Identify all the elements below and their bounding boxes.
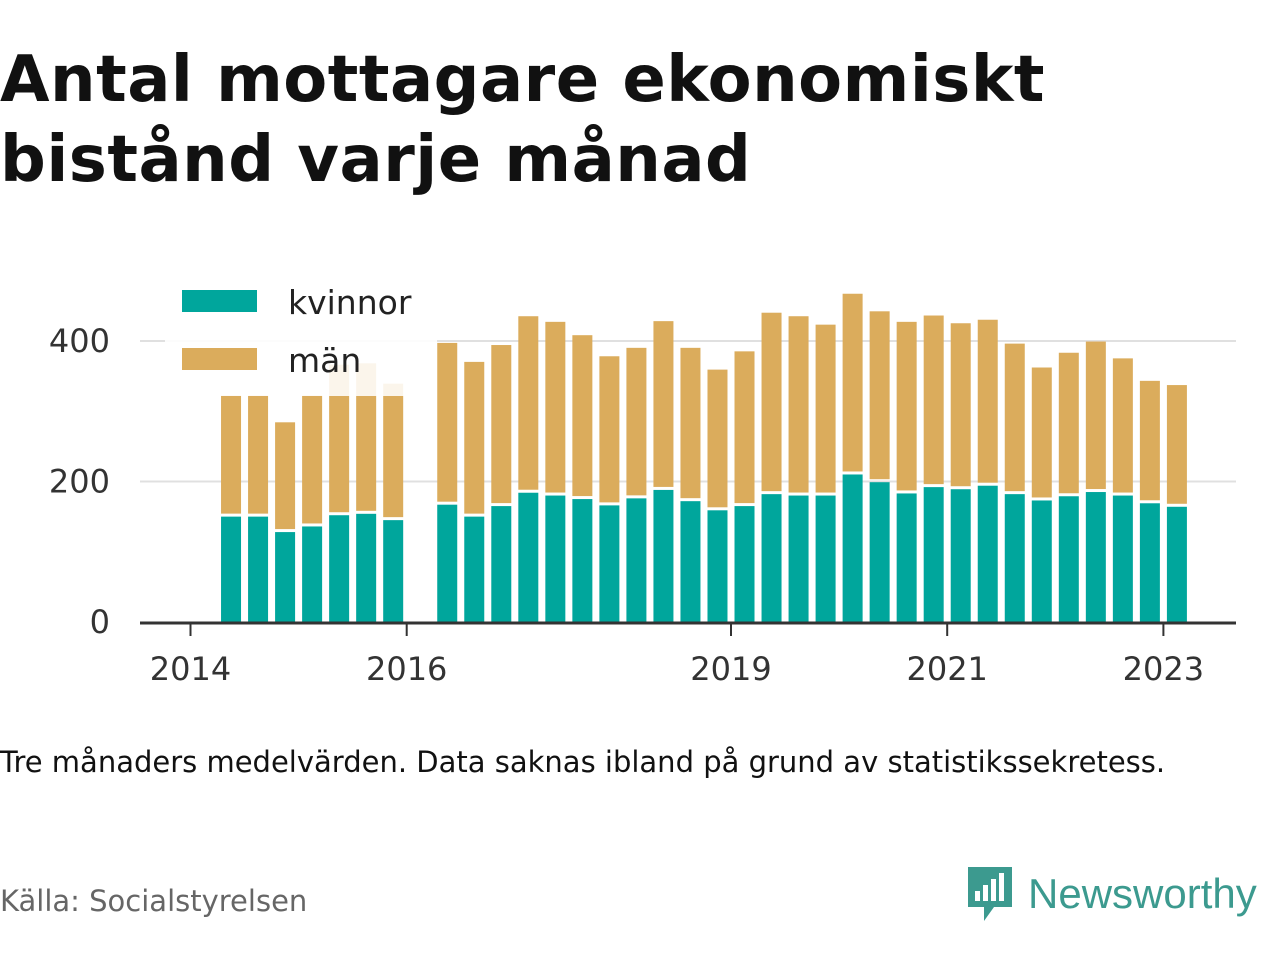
bar-man	[653, 321, 674, 487]
bar-kvinnor	[923, 487, 944, 622]
bar-man	[896, 321, 917, 491]
bar-kvinnor	[869, 482, 890, 622]
bar-kvinnor	[761, 494, 782, 622]
bar-man	[761, 312, 782, 492]
brand-logo: Newsworthy	[964, 862, 1257, 926]
bar-man	[923, 315, 944, 485]
bar-kvinnor	[977, 485, 998, 622]
bar-man	[545, 321, 566, 493]
x-axis-labels: 2014 2016 2019 2021 2023	[150, 650, 1204, 688]
bar-man	[248, 395, 269, 514]
bar-kvinnor	[815, 495, 836, 622]
bar-man	[1112, 358, 1133, 493]
bar-man	[842, 293, 863, 472]
bar-kvinnor	[437, 504, 458, 622]
bar-kvinnor	[950, 489, 971, 622]
newsworthy-logo-icon	[968, 867, 1012, 921]
bar-kvinnor	[518, 492, 539, 622]
y-tick-label: 0	[90, 603, 110, 641]
bar-man	[464, 361, 485, 514]
chart-note: Tre månaders medelvärden. Data saknas ib…	[0, 745, 1166, 779]
bar-kvinnor	[302, 526, 323, 622]
legend-swatch-kvinnor	[182, 290, 257, 312]
bar-man	[302, 395, 323, 524]
bar-man	[599, 356, 620, 503]
bar-kvinnor	[707, 510, 728, 622]
brand-name: Newsworthy	[1028, 870, 1257, 917]
bar-kvinnor	[680, 501, 701, 622]
bar-kvinnor	[356, 513, 377, 622]
legend-label-man: män	[288, 341, 361, 380]
bar-man	[680, 347, 701, 499]
bar-man	[1085, 341, 1106, 490]
bar-kvinnor	[788, 495, 809, 622]
chart-title: Antal mottagare ekonomiskt bistånd varje…	[0, 43, 1045, 197]
x-tick-label: 2021	[906, 650, 987, 688]
legend-swatch-man	[182, 348, 257, 370]
bar-kvinnor	[599, 505, 620, 622]
bar-kvinnor	[221, 516, 242, 622]
bar-kvinnor	[1112, 495, 1133, 622]
bar-man	[977, 319, 998, 483]
bar-man	[707, 369, 728, 508]
bar-man	[383, 383, 404, 518]
legend: kvinnor män	[165, 276, 437, 396]
bar-man	[275, 422, 296, 530]
bar-kvinnor	[653, 489, 674, 622]
bar-man	[869, 311, 890, 480]
bar-kvinnor	[248, 516, 269, 622]
bar-man	[950, 323, 971, 487]
bar-man	[626, 347, 647, 496]
chart: 0 200 400 2014 2016 2019 2021 2023 kvinnor män	[48, 276, 1236, 688]
bar-man	[221, 395, 242, 514]
x-tick-label: 2014	[150, 650, 231, 688]
bar-man	[491, 345, 512, 504]
bar-kvinnor	[464, 516, 485, 622]
bar-kvinnor	[329, 515, 350, 622]
bars	[221, 293, 1187, 622]
bar-kvinnor	[1085, 492, 1106, 622]
bar-man	[1166, 385, 1187, 504]
bar-kvinnor	[1031, 500, 1052, 622]
bar-man	[788, 316, 809, 493]
bar-kvinnor	[896, 493, 917, 622]
y-tick-label: 400	[49, 322, 110, 360]
bar-man	[1058, 352, 1079, 494]
source-text: Källa: Socialstyrelsen	[0, 884, 308, 918]
bar-man	[734, 351, 755, 504]
bar-man	[518, 316, 539, 490]
bar-kvinnor	[275, 532, 296, 622]
bar-man	[1031, 367, 1052, 498]
bar-man	[329, 364, 350, 513]
bar-kvinnor	[1166, 506, 1187, 622]
bar-kvinnor	[491, 506, 512, 622]
bar-kvinnor	[1004, 494, 1025, 622]
bar-kvinnor	[734, 506, 755, 622]
bar-man	[356, 363, 377, 511]
y-tick-label: 200	[49, 463, 110, 501]
x-axis	[140, 621, 1236, 636]
bar-man	[1139, 380, 1160, 501]
legend-label-kvinnor: kvinnor	[288, 283, 412, 322]
bar-man	[815, 324, 836, 493]
x-tick-label: 2023	[1123, 650, 1204, 688]
bar-kvinnor	[842, 474, 863, 622]
bar-kvinnor	[1139, 503, 1160, 622]
bar-kvinnor	[626, 498, 647, 622]
x-tick-label: 2016	[366, 650, 447, 688]
y-axis-labels: 0 200 400	[49, 322, 110, 641]
bar-man	[1004, 343, 1025, 492]
bar-kvinnor	[383, 520, 404, 622]
bar-kvinnor	[572, 499, 593, 622]
bar-kvinnor	[1058, 496, 1079, 622]
bar-man	[437, 342, 458, 502]
bar-man	[572, 335, 593, 497]
bar-kvinnor	[545, 495, 566, 622]
x-tick-label: 2019	[690, 650, 771, 688]
